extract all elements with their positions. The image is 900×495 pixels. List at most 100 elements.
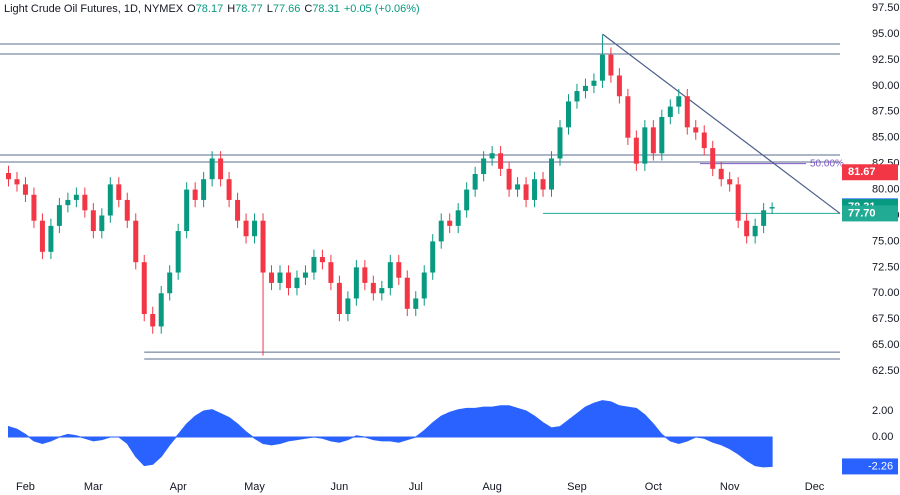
x-tick-label: Oct xyxy=(645,481,662,493)
trend-line xyxy=(602,33,841,214)
candle-body xyxy=(625,96,631,138)
candle-body xyxy=(582,85,588,92)
candle-body xyxy=(540,179,546,190)
candle-body xyxy=(676,96,682,107)
y-tick-label: 70.00 xyxy=(872,287,900,299)
candle-body xyxy=(659,116,665,154)
candle-body xyxy=(150,314,156,327)
candle-body xyxy=(370,282,376,294)
x-tick-label: Sep xyxy=(567,481,587,493)
y-tick-label: 67.50 xyxy=(872,313,900,325)
price-label-box xyxy=(842,164,898,181)
header: Light Crude Oil Futures, 1D, NYMEX O78.17… xyxy=(4,3,420,15)
candle-body xyxy=(752,225,758,237)
candle-body xyxy=(184,189,190,232)
candle-body xyxy=(294,277,300,289)
candle-body xyxy=(574,91,580,102)
candle-body xyxy=(599,54,605,81)
candle-body xyxy=(175,231,181,273)
candle-body xyxy=(667,106,673,117)
candle-body xyxy=(345,298,351,315)
y-tick-label: 85.00 xyxy=(872,132,900,144)
candle-body xyxy=(133,220,139,263)
candle-body xyxy=(438,220,444,242)
candle-body xyxy=(201,179,207,200)
candle-body xyxy=(565,101,571,128)
x-tick-label: Mar xyxy=(84,481,103,493)
candle-body xyxy=(22,184,28,195)
candle-body xyxy=(243,220,249,237)
ohlc-part: H xyxy=(227,3,235,15)
candle-body xyxy=(532,179,538,200)
ohlc-part: L xyxy=(267,3,273,15)
candle-body xyxy=(116,184,122,200)
candle-body xyxy=(167,272,173,294)
candle-body xyxy=(56,205,62,226)
candle-body xyxy=(404,277,410,309)
candle-body xyxy=(218,158,224,180)
candle-body xyxy=(481,158,487,175)
candle-body xyxy=(90,210,96,232)
candle-body xyxy=(718,168,724,180)
candle-body xyxy=(65,199,71,206)
candle-body xyxy=(302,272,308,278)
y-tick-label: 90.00 xyxy=(872,80,900,92)
candle-body xyxy=(650,127,656,154)
ohlc-part: 78.17 xyxy=(196,3,224,15)
candle-body xyxy=(701,132,707,149)
y-tick-label: 97.50 xyxy=(872,2,900,14)
candle-body xyxy=(311,256,317,273)
candle-body xyxy=(430,241,436,273)
candle-body xyxy=(362,267,368,283)
candle-body xyxy=(523,184,529,200)
candle-body xyxy=(107,184,113,216)
x-tick-label: May xyxy=(244,481,265,493)
candle-body xyxy=(498,153,504,169)
x-tick-label: Dec xyxy=(805,481,825,493)
x-tick-label: Apr xyxy=(170,481,187,493)
candle-body xyxy=(328,262,334,283)
candle-body xyxy=(353,267,359,299)
candle-body xyxy=(336,282,342,315)
y-tick-label: 72.50 xyxy=(872,261,900,273)
price-label: 77.70 xyxy=(848,207,876,219)
candle-body xyxy=(769,207,775,209)
x-tick-label: Jun xyxy=(331,481,349,493)
x-tick-label: Feb xyxy=(16,481,35,493)
indicator-tick-label: 2.00 xyxy=(872,405,893,417)
candle-body xyxy=(710,148,716,169)
indicator-last-label: -2.26 xyxy=(868,460,893,472)
price-label-box xyxy=(842,205,898,222)
candle-body xyxy=(472,174,478,190)
candle-body xyxy=(761,210,767,226)
y-tick-label: 65.00 xyxy=(872,339,900,351)
candle-body xyxy=(591,80,597,86)
candle-body xyxy=(269,272,275,283)
ohlc-part: 77.66 xyxy=(273,3,301,15)
fib-label: 50.00% xyxy=(810,158,844,169)
candle-body xyxy=(158,293,164,327)
ohlc-part: +0.05 (+0.06%) xyxy=(344,3,420,15)
candle-body xyxy=(285,272,291,289)
candle-body xyxy=(447,220,453,226)
candle-body xyxy=(744,220,750,237)
x-tick-label: Nov xyxy=(720,481,740,493)
candle-body xyxy=(549,158,555,190)
y-tick-label: 92.50 xyxy=(872,54,900,66)
candle-body xyxy=(39,220,45,252)
indicator-tick-label: 0.00 xyxy=(872,431,893,443)
candle-body xyxy=(727,179,733,185)
candle-body xyxy=(235,199,241,221)
x-tick-label: Jul xyxy=(409,481,423,493)
candle-body xyxy=(464,189,470,211)
candle-body xyxy=(421,272,427,299)
indicator-last-box xyxy=(842,458,898,475)
candle-body xyxy=(489,153,495,159)
candle-body xyxy=(608,54,614,76)
candle-body xyxy=(515,184,521,190)
candle-body xyxy=(379,288,385,294)
candle-body xyxy=(396,262,402,278)
candle-body xyxy=(642,127,648,164)
